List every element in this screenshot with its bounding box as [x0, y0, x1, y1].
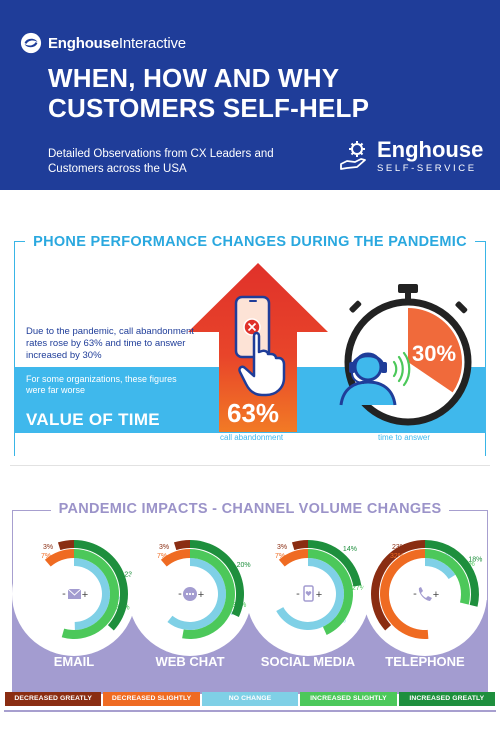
channel-label-social-media: SOCIAL MEDIA: [260, 654, 356, 669]
legend-decreased-greatly: DECREASED GREATLY: [5, 692, 102, 706]
title-line-2: CUSTOMERS SELF-HELP: [48, 93, 370, 123]
abandonment-percent: 63%: [227, 398, 280, 428]
donut-segment-email-increased-slightly: [61, 549, 120, 639]
donut-label-web-chat-increased-greatly: 20%: [237, 562, 251, 569]
channel-label-telephone: TELEPHONE: [385, 654, 465, 669]
header-banner: EnghouseInteractive WHEN, HOW AND WHY CU…: [0, 0, 500, 190]
pointing-hand-icon: [238, 331, 286, 397]
page-title: WHEN, HOW AND WHY CUSTOMERS SELF-HELP: [48, 63, 468, 123]
answer-caption: time to answer: [378, 433, 431, 442]
plus-sign-social-media: +: [316, 589, 322, 601]
value-of-time-heading: VALUE OF TIME: [26, 410, 160, 429]
phone-icon: [418, 587, 432, 601]
envelope-icon: [67, 588, 82, 599]
phone-performance-graphic: [188, 263, 472, 432]
donut-segment-social-media-decreased-slightly: [278, 549, 308, 567]
donut-label-social-media-increased-slightly: 27%: [352, 585, 366, 592]
donut-segment-web-chat-increased-slightly: [182, 549, 235, 640]
abandonment-caption: call abandonment: [220, 433, 284, 442]
chat-bubble-icon: [183, 587, 197, 601]
donut-segment-social-media-decreased-greatly: [291, 540, 308, 551]
legend-increased-slightly: INCREASED SLIGHTLY: [300, 692, 397, 706]
donut-label-social-media-decreased-greatly: 3%: [277, 544, 287, 551]
sound-waves-icon: [392, 351, 411, 387]
donut-segment-telephone-increased-greatly: [425, 540, 479, 607]
channel-legend: DECREASED GREATLY DECREASED SLIGHTLY NO …: [4, 692, 496, 706]
donut-label-telephone-decreased-slightly: 32%: [390, 553, 404, 560]
page-subtitle: Detailed Observations from CX Leaders an…: [48, 148, 274, 175]
legend-decreased-slightly: DECREASED SLIGHTLY: [103, 692, 200, 706]
donut-segment-web-chat-increased-greatly: [190, 540, 244, 617]
phone-section-note: For some organizations, these figures we…: [26, 374, 177, 395]
phone-section-title: PHONE PERFORMANCE CHANGES DURING THE PAN…: [25, 234, 475, 250]
legend-increased-greatly: INCREASED GREATLY: [398, 692, 496, 706]
minus-sign-telephone: -: [413, 588, 417, 600]
donut-label-social-media-decreased-slightly: 7%: [275, 553, 285, 560]
donut-label-email-decreased-greatly: 3%: [43, 544, 53, 551]
channel-section-title: PANDEMIC IMPACTS - CHANNEL VOLUME CHANGE…: [50, 501, 450, 517]
legend-no-change: NO CHANGE: [201, 692, 299, 706]
channel-label-email: EMAIL: [53, 654, 95, 669]
gear-hand-icon: [340, 141, 366, 170]
minus-sign-social-media: -: [296, 588, 300, 600]
enghouse-logo[interactable]: EnghouseInteractive: [20, 32, 186, 54]
donut-label-social-media-increased-greatly: 14%: [343, 546, 357, 553]
donut-segment-email-decreased-slightly: [44, 549, 74, 567]
donut-segment-web-chat-decreased-greatly: [173, 540, 190, 551]
brand-name-bold: Enghouse: [48, 34, 119, 52]
donut-segment-web-chat-no-change: [167, 558, 226, 630]
donut-segment-social-media-increased-slightly: [308, 549, 353, 635]
title-line-1: WHEN, HOW AND WHY: [48, 63, 340, 93]
donut-segment-web-chat-decreased-slightly: [160, 549, 190, 567]
mobile-heart-icon: [303, 585, 314, 602]
donut-label-web-chat-decreased-slightly: 7%: [157, 553, 167, 560]
bottom-rule: [4, 710, 496, 712]
donut-segment-telephone-decreased-greatly: [370, 540, 425, 631]
plus-sign-telephone: +: [433, 589, 439, 601]
donut-segment-email-increased-greatly: [74, 540, 129, 631]
brand-name-light: Interactive: [118, 34, 186, 52]
plus-sign-web-chat: +: [198, 589, 204, 601]
enghouse-swirl-icon: [20, 32, 42, 54]
minus-sign-web-chat: -: [178, 588, 182, 600]
section-divider: [10, 465, 490, 466]
channel-label-web-chat: WEB CHAT: [155, 654, 225, 669]
answer-percent: 30%: [412, 341, 457, 366]
self-service-logo[interactable]: Enghouse SELF-SERVICE: [337, 138, 483, 174]
donut-segment-telephone-decreased-slightly: [379, 549, 429, 639]
plus-sign-email: +: [82, 589, 88, 601]
minus-sign-email: -: [62, 588, 66, 600]
donut-label-telephone-increased-greatly: 18%: [468, 556, 482, 563]
donut-label-web-chat-decreased-greatly: 3%: [159, 544, 169, 551]
time-to-answer-wedge: [408, 308, 463, 393]
agent-headset-icon: [339, 352, 397, 406]
donut-label-telephone-decreased-greatly: 23%: [392, 544, 406, 551]
donut-segment-social-media-increased-greatly: [308, 540, 362, 587]
donut-segment-email-decreased-greatly: [57, 540, 74, 551]
donut-segment-telephone-no-change: [425, 558, 456, 579]
donut-segment-email-no-change: [74, 558, 111, 630]
phone-section-body: Due to the pandemic, call abandonment ra…: [26, 326, 194, 361]
donut-segment-telephone-increased-slightly: [425, 549, 470, 605]
donut-label-email-decreased-slightly: 7%: [41, 553, 51, 560]
product-sub: SELF-SERVICE: [377, 162, 477, 174]
product-name: Enghouse: [377, 136, 484, 162]
